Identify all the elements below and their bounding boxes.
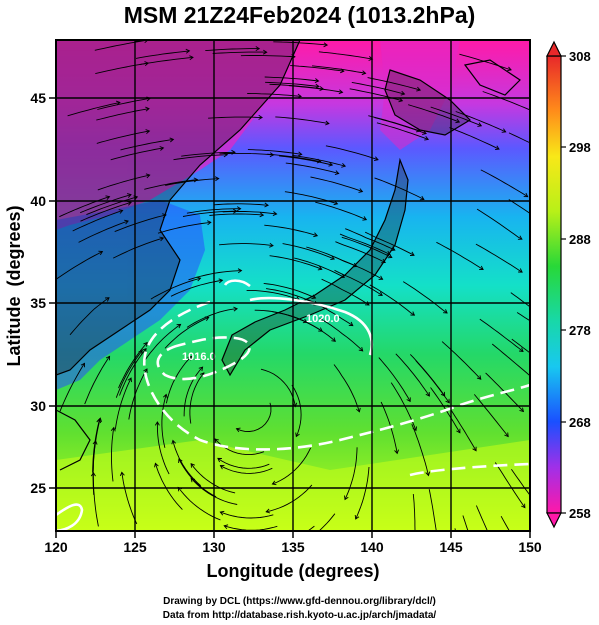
footer-credit-drawing: Drawing by DCL (https://www.gfd-dennou.o… (163, 596, 436, 607)
x-tick-label: 135 (281, 539, 305, 555)
contour-label-1020: 1020.0 (306, 313, 340, 325)
x-tick-label: 130 (202, 539, 226, 555)
y-tick-label: 25 (30, 480, 46, 496)
x-tick-label: 125 (123, 539, 147, 555)
colorbar: 308 298 288 278 268 258 (546, 40, 591, 529)
x-tick-label: 145 (439, 539, 463, 555)
x-tick-label: 150 (518, 539, 542, 555)
axis-ticks (49, 97, 531, 538)
colorbar-tick-label: 288 (569, 232, 591, 247)
colorbar-max-arrow (546, 40, 562, 57)
colorbar-min-arrow (546, 512, 562, 529)
colorbar-tick-label: 298 (569, 140, 591, 155)
x-tick-label: 140 (360, 539, 384, 555)
x-tick-label: 120 (44, 539, 68, 555)
colorbar-tick-label: 308 (569, 49, 591, 64)
y-axis-label: Latitude (degrees) (4, 205, 24, 366)
colorbar-tick-label: 268 (569, 415, 591, 430)
y-tick-label: 45 (30, 90, 46, 106)
y-tick-label: 30 (30, 398, 46, 414)
x-axis-label: Longitude (degrees) (206, 561, 379, 581)
y-tick-label: 35 (30, 295, 46, 311)
colorbar-tick-label: 258 (569, 506, 591, 521)
footer-credit-data: Data from http://database.rish.kyoto-u.a… (162, 610, 437, 621)
isobars (56, 279, 530, 531)
colorbar-tick-label: 278 (569, 323, 591, 338)
contour-label-1016: 1016.0 (182, 351, 216, 363)
map-title: MSM 21Z24Feb2024 (1013.2hPa) (123, 2, 476, 28)
y-tick-label: 40 (30, 193, 46, 209)
grid-lines (56, 40, 530, 531)
